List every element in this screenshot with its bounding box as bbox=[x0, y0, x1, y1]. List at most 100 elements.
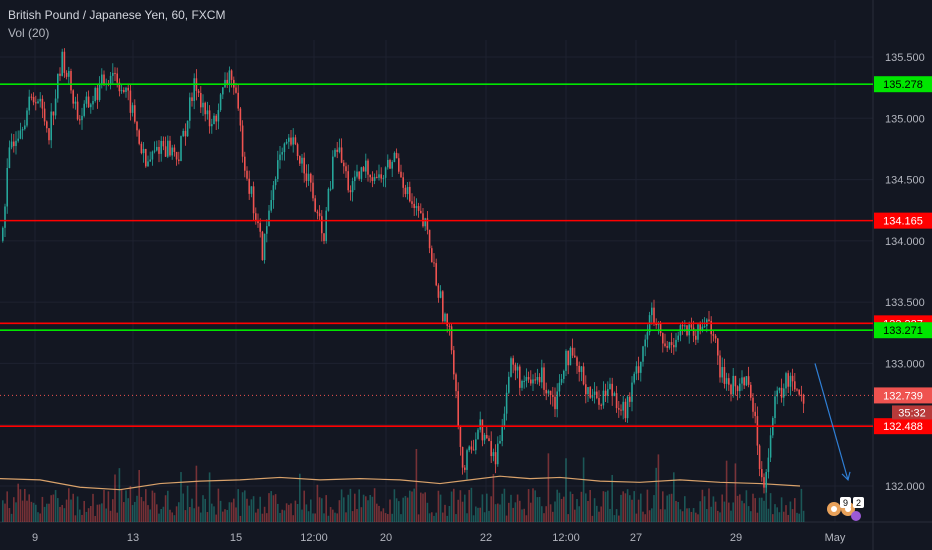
candle-body bbox=[259, 223, 261, 232]
volume-bar bbox=[615, 509, 618, 522]
volume-bar bbox=[501, 493, 503, 522]
volume-bar bbox=[785, 505, 787, 522]
volume-bar bbox=[118, 468, 121, 522]
candle-body bbox=[127, 87, 129, 91]
volume-bar bbox=[574, 509, 576, 522]
volume-bar bbox=[499, 504, 501, 522]
countdown-tag bbox=[892, 405, 932, 420]
volume-bar bbox=[237, 489, 239, 522]
volume-bar bbox=[329, 507, 332, 522]
volume-bar bbox=[230, 502, 233, 522]
volume-bar bbox=[197, 506, 200, 522]
candle-body bbox=[244, 156, 246, 171]
candle-body bbox=[697, 324, 699, 340]
candle-body bbox=[395, 152, 398, 159]
candle-body bbox=[763, 477, 765, 488]
volume-bar bbox=[503, 488, 506, 522]
volume-bar bbox=[783, 511, 785, 522]
volume-bar bbox=[538, 496, 541, 522]
volume-bar bbox=[494, 504, 497, 522]
volume-bar bbox=[52, 494, 55, 522]
volume-bar bbox=[789, 501, 792, 522]
volume-bar bbox=[747, 506, 750, 522]
candle-body bbox=[371, 177, 374, 182]
candle-body bbox=[721, 367, 723, 378]
candle-body bbox=[343, 162, 345, 167]
candle-body bbox=[310, 173, 312, 183]
volume-bar bbox=[39, 513, 41, 522]
candle-body bbox=[633, 373, 635, 383]
volume-bar bbox=[690, 511, 693, 522]
volume-bar bbox=[120, 488, 123, 522]
volume-bar bbox=[589, 490, 591, 522]
volume-bar bbox=[103, 489, 105, 522]
candle-body bbox=[248, 178, 250, 194]
volume-bar bbox=[208, 472, 211, 522]
candle-body bbox=[400, 171, 402, 178]
forecast-arrow-line[interactable] bbox=[814, 363, 849, 481]
volume-bar bbox=[191, 498, 193, 522]
candle-body bbox=[314, 198, 316, 212]
candle-body bbox=[6, 168, 8, 207]
candle-body bbox=[167, 140, 169, 157]
candle-body bbox=[554, 396, 556, 410]
candle-body bbox=[657, 323, 660, 326]
calendar-badge-icon[interactable] bbox=[851, 511, 861, 521]
volume-bar bbox=[406, 497, 409, 522]
volume-bar bbox=[558, 492, 561, 522]
candle-body bbox=[457, 391, 459, 426]
volume-bar bbox=[367, 500, 369, 522]
candle-body bbox=[61, 51, 63, 76]
volume-bar bbox=[123, 502, 125, 522]
volume-bar bbox=[101, 503, 103, 522]
volume-bar bbox=[651, 508, 653, 522]
candle-body bbox=[325, 210, 327, 242]
volume-bar bbox=[642, 511, 644, 522]
volume-bar bbox=[763, 500, 765, 522]
candle-body bbox=[72, 90, 74, 104]
candle-body bbox=[182, 130, 184, 137]
candle-body bbox=[545, 389, 547, 394]
candle-body bbox=[494, 452, 497, 465]
volume-bar bbox=[646, 489, 649, 522]
volume-bar bbox=[83, 500, 85, 522]
volume-bar bbox=[149, 509, 151, 522]
volume-bar bbox=[241, 492, 244, 522]
volume-bar bbox=[725, 460, 728, 522]
volume-bar bbox=[336, 513, 338, 522]
volume-bar bbox=[338, 500, 341, 522]
x-tick-label: 12:00 bbox=[552, 532, 580, 544]
candle-body bbox=[725, 378, 728, 384]
volume-bar bbox=[389, 499, 391, 522]
volume-bar bbox=[761, 497, 763, 522]
volume-bar bbox=[417, 514, 420, 522]
volume-bar bbox=[175, 506, 178, 522]
candle-body bbox=[523, 380, 525, 382]
candle-body bbox=[422, 213, 424, 227]
candle-body bbox=[332, 156, 334, 189]
volume-bar bbox=[468, 489, 470, 522]
candle-body bbox=[596, 391, 598, 399]
candle-body bbox=[446, 313, 448, 326]
volume-bar bbox=[721, 494, 723, 522]
candle-body bbox=[81, 115, 83, 121]
candle-body bbox=[778, 387, 781, 391]
volume-bar bbox=[4, 503, 6, 522]
candle-body bbox=[270, 200, 272, 211]
candle-body bbox=[442, 291, 444, 322]
volume-bar bbox=[21, 500, 24, 522]
volume-bar bbox=[653, 495, 655, 522]
candle-body bbox=[655, 324, 657, 326]
volume-bar bbox=[292, 515, 294, 522]
candle-body bbox=[475, 439, 477, 451]
volume-bar bbox=[563, 496, 565, 522]
candle-body bbox=[710, 321, 712, 335]
volume-bar bbox=[37, 512, 39, 522]
candle-body bbox=[323, 233, 325, 242]
volume-bar bbox=[224, 509, 226, 522]
volume-bar bbox=[140, 497, 143, 522]
candle-body bbox=[345, 166, 347, 172]
x-tick-label: May bbox=[825, 532, 846, 544]
volume-bar bbox=[701, 489, 704, 522]
